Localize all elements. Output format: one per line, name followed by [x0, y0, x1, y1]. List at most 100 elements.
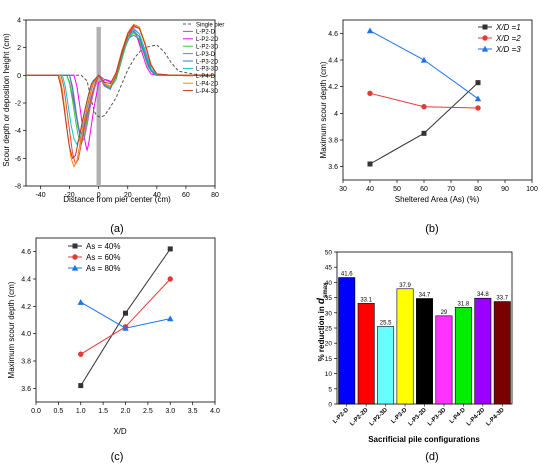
panel-d-axes: 0 5 10 15 20 25 30 35 40 45 50 — [325, 250, 513, 409]
panel-b-point — [421, 103, 427, 110]
panel-a-legend-entry: L-P4-2D — [196, 82, 219, 88]
panel-a-ytick-label: -6 — [15, 156, 21, 163]
panel-b-legend: X/D =1 X/D =2 X/D =3 — [478, 23, 521, 54]
panel-a-ytick-label: -4 — [15, 128, 21, 135]
panel-b-ytick-label: 3.6 — [328, 164, 338, 171]
panel-a-series-line — [26, 23, 215, 168]
panel-c-ytick-label: 4.2 — [21, 304, 31, 311]
panel-b-xtick-label: 90 — [501, 186, 509, 193]
panel-d-ylabel-sub: smax — [323, 282, 329, 298]
panel-c-label: (c) — [111, 451, 124, 463]
panel-d-ylabel: % reduction in dsmax — [316, 282, 329, 361]
panel-c-xlabel: X/D — [113, 427, 127, 436]
panel-d-value-label: 29 — [441, 310, 448, 316]
panel-d-value-label: 31.8 — [458, 301, 470, 307]
panel-c-series — [77, 246, 174, 389]
panel-d-ytick-label: 15 — [325, 356, 333, 363]
panel-d-label: (d) — [425, 451, 438, 463]
panel-c-xtick-label: 0.0 — [31, 408, 41, 415]
panel-d-value-label: 25.5 — [380, 320, 392, 326]
panel-a-xtick-label: 20 — [124, 192, 132, 199]
panel-d-category-label: L-P2-D — [332, 407, 350, 425]
panel-c-point — [78, 383, 84, 389]
panel-b-point — [475, 105, 481, 111]
panel-c-xtick-label: 0.5 — [54, 408, 64, 415]
panel-c-series-line — [80, 278, 171, 355]
pier-rect — [96, 26, 101, 186]
panel-d-bar — [416, 298, 433, 405]
panel-c-ylabel: Maximum scour depth (cm) — [7, 281, 16, 378]
panel-a-ytick-label: -8 — [15, 184, 21, 191]
panel-d-category-label: L-P2-2D — [349, 407, 370, 428]
panel-c-legend-entry: As = 40% — [86, 242, 120, 251]
panel-d-value-label: 33.7 — [496, 296, 508, 302]
panel-a-ytick-label: -2 — [15, 101, 21, 108]
panel-c-plot-frame — [35, 237, 216, 403]
panel-d-value-label: 34.7 — [419, 293, 431, 299]
panel-d-ytick-label: 30 — [325, 310, 333, 317]
panel-c-point — [167, 276, 173, 282]
panel-b-series-line — [369, 82, 479, 165]
panel-b-ytick-label: 4 — [334, 111, 338, 118]
panel-b-legend-marker — [481, 45, 489, 52]
panel-b-point — [420, 56, 428, 63]
panel-c-legend-entry: As = 80% — [86, 264, 120, 273]
panel-c-xtick-label: 1.5 — [98, 408, 108, 415]
panel-c-point — [77, 299, 84, 305]
panel-a-ytick-label: 2 — [17, 45, 21, 52]
panel-b: 30 40 50 60 70 80 90 100 3.6 3.8 4 4.2 4.4 4.6 X/D =1… — [319, 19, 538, 235]
panel-a-legend-entry: L-P3-3D — [196, 67, 219, 73]
panel-a-ytick-label: 0 — [17, 73, 21, 80]
panel-d-ylabel-prefix: % reduction in — [317, 304, 326, 361]
pier-marker — [96, 26, 101, 186]
panel-a-series-line — [26, 31, 215, 146]
panel-b-xtick-label: 100 — [526, 186, 538, 193]
panel-a-series-line — [26, 24, 215, 160]
panel-b-ytick-label: 3.8 — [328, 138, 338, 145]
panel-a-series-line — [26, 27, 215, 143]
panel-a-xtick-label: 40 — [153, 192, 161, 199]
panel-a-xtick-label: 0 — [97, 192, 101, 199]
panel-d-bar — [357, 303, 375, 405]
panel-d-ytick-label: 40 — [325, 280, 333, 287]
panel-b-point — [421, 130, 427, 136]
panel-c-ytick-label: 3.6 — [21, 386, 31, 393]
panel-a-series-line — [26, 30, 215, 135]
panel-b-legend-entry: X/D =3 — [495, 45, 521, 54]
panel-a-legend-entry: L-P3-D — [196, 52, 216, 58]
panel-a-legend: Single pierL-P2-DL-P2-2DL-P2-3DL-P3-DL-P… — [183, 22, 224, 95]
panel-c-xtick-label: 3.0 — [165, 408, 175, 415]
panel-d-category-label: L-P4-3D — [485, 407, 506, 428]
panel-b-ytick-label: 4.2 — [328, 84, 338, 91]
panel-b-series-line — [369, 30, 479, 100]
panel-a-legend-entry: L-P2-3D — [196, 45, 219, 51]
panel-b-point — [475, 80, 481, 86]
panel-c-point — [78, 351, 84, 357]
panel-b-legend-marker — [482, 35, 488, 41]
panel-a-xtick-label: -40 — [35, 192, 45, 199]
panel-c-xtick-label: 4.0 — [210, 408, 220, 415]
panel-a-legend-entry: L-P3-2D — [196, 59, 219, 65]
panel-b-xtick-label: 30 — [339, 186, 347, 193]
panel-c-ytick-label: 4.4 — [21, 277, 31, 284]
panel-b-legend-entry: X/D =1 — [495, 23, 521, 32]
panel-a-xlabel: Distance from pier center (cm) — [63, 195, 171, 204]
panel-c-legend-entry: As = 60% — [86, 253, 120, 262]
panel-d-bar — [474, 297, 492, 405]
panel-b-axes: 30 40 50 60 70 80 90 100 3.6 3.8 4 4.2 4.4 4.6 — [328, 19, 538, 193]
panel-d-ylabel-symbol: d — [316, 297, 327, 304]
panel-c-legend-marker — [71, 264, 79, 271]
panel-c-ytick-label: 3.8 — [21, 359, 31, 366]
panel-d-category-label: L-P2-3D — [369, 407, 390, 428]
panel-a-legend-entry: L-P2-2D — [196, 37, 219, 43]
panel-a-legend-entry: L-P4-D — [196, 74, 216, 80]
panel-c-ytick-label: 4.6 — [21, 249, 31, 256]
panel-d-ytick-label: 50 — [325, 250, 333, 257]
panel-b-ylabel: Maximum scour depth (cm) — [319, 61, 328, 158]
panel-d-bar — [377, 326, 395, 405]
panel-a-xtick-label: 80 — [211, 192, 219, 199]
panel-a-legend-entry: L-P2-D — [196, 30, 216, 36]
